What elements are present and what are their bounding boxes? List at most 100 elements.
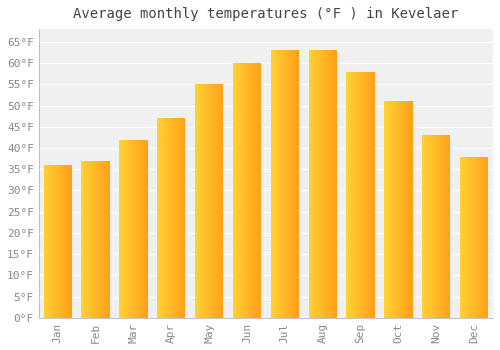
Bar bbox=[50, 165, 51, 318]
Bar bbox=[158, 118, 159, 318]
Bar bbox=[137, 140, 138, 318]
Bar bbox=[391, 101, 392, 318]
Bar bbox=[56, 165, 57, 318]
Bar bbox=[100, 161, 102, 318]
Bar bbox=[134, 140, 135, 318]
Bar bbox=[250, 63, 251, 318]
Bar bbox=[234, 63, 235, 318]
Bar bbox=[288, 50, 289, 318]
Bar bbox=[426, 135, 427, 318]
Bar bbox=[290, 50, 291, 318]
Bar bbox=[464, 156, 465, 318]
Bar bbox=[61, 165, 62, 318]
Bar bbox=[469, 156, 470, 318]
Bar bbox=[241, 63, 242, 318]
Bar bbox=[395, 101, 396, 318]
Bar bbox=[133, 140, 134, 318]
Bar bbox=[398, 101, 399, 318]
Bar bbox=[125, 140, 126, 318]
Bar bbox=[107, 161, 108, 318]
Bar bbox=[275, 50, 276, 318]
Bar bbox=[308, 50, 309, 318]
Bar bbox=[177, 118, 178, 318]
Bar bbox=[128, 140, 129, 318]
Title: Average monthly temperatures (°F ) in Kevelaer: Average monthly temperatures (°F ) in Ke… bbox=[74, 7, 458, 21]
Bar bbox=[350, 71, 351, 318]
Bar bbox=[45, 165, 46, 318]
Bar bbox=[448, 135, 449, 318]
Bar bbox=[122, 140, 123, 318]
Bar bbox=[84, 161, 85, 318]
Bar bbox=[238, 63, 239, 318]
Bar bbox=[298, 50, 299, 318]
Bar bbox=[104, 161, 105, 318]
Bar bbox=[335, 50, 336, 318]
Bar bbox=[444, 135, 445, 318]
Bar bbox=[367, 71, 368, 318]
Bar bbox=[387, 101, 388, 318]
Bar bbox=[92, 161, 94, 318]
Bar bbox=[443, 135, 444, 318]
Bar bbox=[368, 71, 369, 318]
Bar bbox=[435, 135, 436, 318]
Bar bbox=[248, 63, 250, 318]
Bar bbox=[214, 84, 215, 318]
Bar bbox=[394, 101, 395, 318]
Bar bbox=[434, 135, 435, 318]
Bar bbox=[312, 50, 313, 318]
Bar bbox=[201, 84, 202, 318]
Bar bbox=[90, 161, 91, 318]
Bar bbox=[198, 84, 199, 318]
Bar bbox=[70, 165, 71, 318]
Bar bbox=[276, 50, 277, 318]
Bar bbox=[257, 63, 258, 318]
Bar bbox=[294, 50, 295, 318]
Bar bbox=[260, 63, 261, 318]
Bar bbox=[179, 118, 180, 318]
Bar bbox=[318, 50, 320, 318]
Bar bbox=[461, 156, 462, 318]
Bar bbox=[199, 84, 200, 318]
Bar bbox=[287, 50, 288, 318]
Bar bbox=[311, 50, 312, 318]
Bar bbox=[272, 50, 273, 318]
Bar bbox=[271, 50, 272, 318]
Bar bbox=[365, 71, 366, 318]
Bar bbox=[87, 161, 88, 318]
Bar bbox=[64, 165, 65, 318]
Bar bbox=[356, 71, 357, 318]
Bar bbox=[208, 84, 209, 318]
Bar bbox=[293, 50, 294, 318]
Bar bbox=[243, 63, 244, 318]
Bar bbox=[424, 135, 425, 318]
Bar bbox=[447, 135, 448, 318]
Bar bbox=[437, 135, 438, 318]
Bar bbox=[273, 50, 274, 318]
Bar bbox=[316, 50, 317, 318]
Bar bbox=[126, 140, 127, 318]
Bar bbox=[370, 71, 371, 318]
Bar bbox=[182, 118, 183, 318]
Bar bbox=[358, 71, 359, 318]
Bar bbox=[99, 161, 100, 318]
Bar bbox=[89, 161, 90, 318]
Bar bbox=[428, 135, 429, 318]
Bar bbox=[324, 50, 325, 318]
Bar bbox=[274, 50, 275, 318]
Bar bbox=[255, 63, 256, 318]
Bar bbox=[53, 165, 54, 318]
Bar bbox=[195, 84, 196, 318]
Bar bbox=[438, 135, 439, 318]
Bar bbox=[170, 118, 172, 318]
Bar bbox=[364, 71, 365, 318]
Bar bbox=[445, 135, 446, 318]
Bar bbox=[163, 118, 164, 318]
Bar bbox=[478, 156, 479, 318]
Bar bbox=[237, 63, 238, 318]
Bar bbox=[251, 63, 252, 318]
Bar bbox=[468, 156, 469, 318]
Bar bbox=[320, 50, 321, 318]
Bar bbox=[166, 118, 167, 318]
Bar bbox=[57, 165, 58, 318]
Bar bbox=[180, 118, 181, 318]
